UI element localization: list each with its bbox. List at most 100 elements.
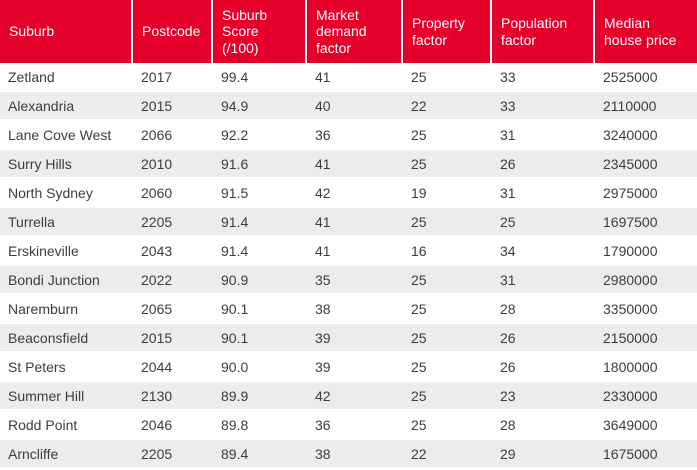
table-cell: 89.9 (213, 382, 307, 411)
table-cell: 1790000 (595, 237, 697, 266)
table-cell: 25 (403, 208, 492, 237)
table-row: Erskineville 2043 91.4 41 16 34 1790000 (0, 237, 697, 266)
table-cell: 29 (492, 440, 595, 469)
table-row: Lane Cove West 2066 92.2 36 25 31 3240000 (0, 121, 697, 150)
table-cell: Rodd Point (0, 411, 133, 440)
table-cell: 39 (307, 353, 403, 382)
table-cell: 2975000 (595, 179, 697, 208)
table-row: St Peters 2044 90.0 39 25 26 1800000 (0, 353, 697, 382)
table-cell: 2066 (133, 121, 213, 150)
table-cell: 25 (403, 411, 492, 440)
table-row: Zetland 2017 99.4 41 25 33 2525000 (0, 63, 697, 92)
table-cell: Zetland (0, 63, 133, 92)
table-cell: 28 (492, 411, 595, 440)
table-cell: 26 (492, 150, 595, 179)
table-row: Turrella 2205 91.4 41 25 25 1697500 (0, 208, 697, 237)
table-cell: St Peters (0, 353, 133, 382)
table-cell: 89.4 (213, 440, 307, 469)
table-cell: 1697500 (595, 208, 697, 237)
table-cell: 22 (403, 440, 492, 469)
table-cell: North Sydney (0, 179, 133, 208)
table-cell: Beaconsfield (0, 324, 133, 353)
table-cell: Lane Cove West (0, 121, 133, 150)
table-cell: 25 (403, 382, 492, 411)
table-cell: 2150000 (595, 324, 697, 353)
table-cell: 40 (307, 92, 403, 121)
table-cell: 38 (307, 295, 403, 324)
table-cell: 90.0 (213, 353, 307, 382)
table-cell: 33 (492, 92, 595, 121)
column-header: Market demand factor (307, 0, 403, 63)
table-cell: 2015 (133, 92, 213, 121)
table-body: Zetland 2017 99.4 41 25 33 2525000 Alexandria 20… (0, 63, 697, 469)
table-cell: 2046 (133, 411, 213, 440)
table-cell: Erskineville (0, 237, 133, 266)
table-cell: 2205 (133, 440, 213, 469)
table-cell: 41 (307, 208, 403, 237)
table-cell: 90.9 (213, 266, 307, 295)
table-cell: 33 (492, 63, 595, 92)
column-header: Median house price (595, 0, 697, 63)
table-cell: Arncliffe (0, 440, 133, 469)
table-cell: 91.4 (213, 208, 307, 237)
table-cell: 41 (307, 150, 403, 179)
table-cell: 2980000 (595, 266, 697, 295)
table-cell: 2525000 (595, 63, 697, 92)
table-row: Rodd Point 2046 89.8 36 25 28 3649000 (0, 411, 697, 440)
header-row: Suburb Postcode Suburb Score (/100) Market … (0, 0, 697, 63)
table-cell: 36 (307, 121, 403, 150)
table-cell: 1800000 (595, 353, 697, 382)
table-cell: 25 (403, 324, 492, 353)
table-row: North Sydney 2060 91.5 42 19 31 2975000 (0, 179, 697, 208)
table-cell: 25 (403, 353, 492, 382)
table-cell: 25 (403, 266, 492, 295)
table-cell: 25 (403, 63, 492, 92)
table-cell: 31 (492, 179, 595, 208)
column-header: Postcode (133, 0, 213, 63)
table-cell: 2015 (133, 324, 213, 353)
table-cell: 38 (307, 440, 403, 469)
table-cell: 90.1 (213, 324, 307, 353)
table-cell: 2017 (133, 63, 213, 92)
table-cell: 2043 (133, 237, 213, 266)
table-cell: Turrella (0, 208, 133, 237)
table-cell: 31 (492, 121, 595, 150)
table-row: Naremburn 2065 90.1 38 25 28 3350000 (0, 295, 697, 324)
table-cell: 36 (307, 411, 403, 440)
table-cell: 2110000 (595, 92, 697, 121)
table-cell: 28 (492, 295, 595, 324)
table-cell: 94.9 (213, 92, 307, 121)
table-cell: 39 (307, 324, 403, 353)
table-cell: 42 (307, 382, 403, 411)
table-cell: 3350000 (595, 295, 697, 324)
table-cell: 41 (307, 237, 403, 266)
table-cell: 92.2 (213, 121, 307, 150)
table-cell: 31 (492, 266, 595, 295)
table-row: Bondi Junction 2022 90.9 35 25 31 2980000 (0, 266, 697, 295)
table-cell: 91.6 (213, 150, 307, 179)
table-cell: 89.8 (213, 411, 307, 440)
table-cell: 16 (403, 237, 492, 266)
table-cell: 25 (403, 121, 492, 150)
table-cell: 25 (403, 295, 492, 324)
column-header: Population factor (492, 0, 595, 63)
table-row: Alexandria 2015 94.9 40 22 33 2110000 (0, 92, 697, 121)
table-cell: 26 (492, 353, 595, 382)
table-cell: 22 (403, 92, 492, 121)
table-cell: 2010 (133, 150, 213, 179)
table-cell: 2065 (133, 295, 213, 324)
table-cell: 2060 (133, 179, 213, 208)
table-header: Suburb Postcode Suburb Score (/100) Market … (0, 0, 697, 63)
table-cell: 26 (492, 324, 595, 353)
table-cell: 2345000 (595, 150, 697, 179)
table-cell: Naremburn (0, 295, 133, 324)
table-cell: 2130 (133, 382, 213, 411)
table-cell: 35 (307, 266, 403, 295)
table-cell: 34 (492, 237, 595, 266)
table-cell: 42 (307, 179, 403, 208)
table-cell: 3240000 (595, 121, 697, 150)
table-cell: 25 (403, 150, 492, 179)
column-header: Property factor (403, 0, 492, 63)
table-cell: 19 (403, 179, 492, 208)
table-cell: 90.1 (213, 295, 307, 324)
